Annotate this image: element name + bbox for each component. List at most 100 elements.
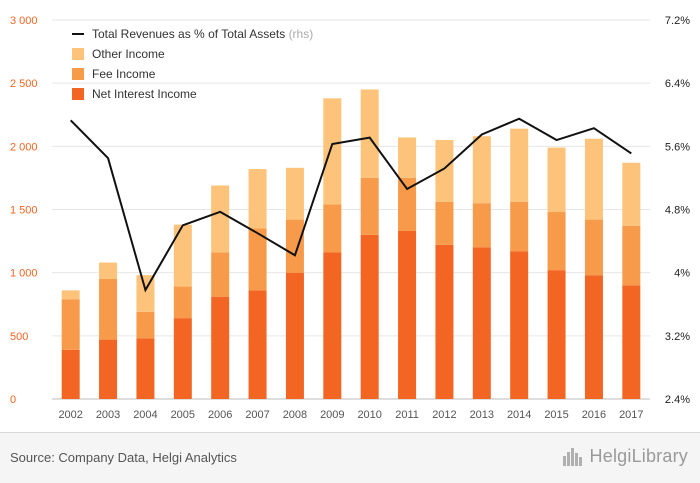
bar-fee-income [248,228,267,291]
bar-fee-income [323,204,342,253]
bar-net-interest-income [547,270,566,399]
legend-line-axis-note: (rhs) [289,27,314,41]
footer [0,433,700,483]
bar-net-interest-income [99,339,118,399]
x-axis-tick-label: 2004 [133,409,157,421]
bar-fee-income [510,201,529,252]
bar-fee-income [360,177,379,235]
bar-net-interest-income [472,247,491,399]
bar-other-income [136,275,155,312]
x-axis-tick-label: 2012 [432,409,456,421]
right-axis-tick-label: 4% [674,268,690,280]
x-axis-tick-label: 2007 [245,409,269,421]
x-axis-tick-label: 2014 [507,409,531,421]
legend-swatch-fee-income [72,68,84,80]
bar-other-income [285,167,304,220]
bar-other-income [435,140,454,202]
bar-net-interest-income [61,349,80,399]
bar-fee-income [547,212,566,271]
bar-fee-income [211,252,230,297]
bar-net-interest-income [173,318,192,399]
left-axis-tick-label: 1 000 [10,268,38,280]
chart-svg: 0 500 1 000 1 500 2 000 2 500 3 000 2.4% 3.2% 4% 4… [10,15,690,421]
left-axis-tick-label: 0 [10,394,16,406]
bar-fee-income [173,286,192,319]
legend-label-other-income: Other Income [92,47,165,61]
bar-fee-income [285,219,304,273]
axes: 0 500 1 000 1 500 2 000 2 500 3 000 2.4% 3.2% 4% 4… [10,15,690,421]
right-axis-tick-label: 3.2% [665,331,690,343]
right-axis-tick-label: 4.8% [665,205,690,217]
bar-fee-income [472,203,491,248]
bar-net-interest-income [360,234,379,399]
source-note: Source: Company Data, Helgi Analytics [10,450,237,465]
bar-fee-income [61,299,80,350]
x-axis-tick-label: 2009 [320,409,344,421]
bar-other-income [547,147,566,213]
x-axis-tick-label: 2011 [395,409,419,421]
bar-net-interest-income [584,275,603,399]
bar-fee-income [398,177,417,231]
bar-net-interest-income [510,251,529,399]
city-skyline-icon [562,447,582,466]
revenue-ratio-line [69,117,632,293]
bar-net-interest-income [211,296,230,399]
x-axis-tick-label: 2008 [283,409,307,421]
left-axis-tick-label: 2 500 [10,78,38,90]
legend-swatch-other-income [72,48,84,60]
bar-other-income [472,136,491,204]
legend-swatch-net-interest-income [72,88,84,100]
brand-logo[interactable]: HelgiLibrary [562,446,688,467]
bar-net-interest-income [248,290,267,399]
x-axis-tick-label: 2010 [357,409,381,421]
x-axis-tick-label: 2002 [58,409,82,421]
bar-net-interest-income [323,252,342,399]
x-axis-tick-label: 2003 [96,409,120,421]
left-axis-tick-label: 2 000 [10,141,38,153]
x-axis-tick-label: 2006 [208,409,232,421]
x-axis-tick-label: 2017 [619,409,643,421]
right-axis-tick-label: 7.2% [665,15,690,27]
legend-line-name: Total Revenues as % of Total Assets [92,27,289,41]
x-axis-tick-label: 2016 [582,409,606,421]
bar-other-income [173,224,192,287]
bars [61,89,641,399]
x-axis-tick-label: 2005 [171,409,195,421]
legend-label-net-interest-income: Net Interest Income [92,87,197,101]
left-axis-tick-label: 3 000 [10,15,38,27]
right-axis-tick-label: 5.6% [665,141,690,153]
bar-fee-income [435,201,454,245]
x-axis-tick-label: 2013 [470,409,494,421]
bar-other-income [584,138,603,220]
right-axis-tick-label: 2.4% [665,394,690,406]
bar-net-interest-income [136,338,155,399]
bar-other-income [360,89,379,178]
x-axis-tick-label: 2015 [544,409,568,421]
bar-other-income [398,137,417,178]
bar-fee-income [99,278,118,340]
bar-other-income [323,98,342,205]
legend-label-line: Total Revenues as % of Total Assets (rhs… [92,27,313,41]
revenue-ratio-line-layer [69,117,632,293]
legend: Total Revenues as % of Total Assets (rhs… [72,27,313,101]
bar-fee-income [584,219,603,276]
bar-fee-income [136,311,155,339]
brand-name: HelgiLibrary [589,446,688,466]
bar-other-income [510,128,529,202]
legend-label-fee-income: Fee Income [92,67,156,81]
bar-fee-income [622,225,641,286]
footer-divider [0,432,700,433]
bar-other-income [99,262,118,279]
right-axis-tick-label: 6.4% [665,78,690,90]
bar-net-interest-income [435,244,454,399]
bar-other-income [61,290,80,300]
bar-other-income [248,169,267,229]
bar-net-interest-income [285,272,304,399]
bar-other-income [622,162,641,226]
bar-net-interest-income [622,285,641,399]
left-axis-tick-label: 500 [10,331,28,343]
bar-other-income [211,185,230,253]
left-axis-tick-label: 1 500 [10,205,38,217]
bar-net-interest-income [398,230,417,399]
